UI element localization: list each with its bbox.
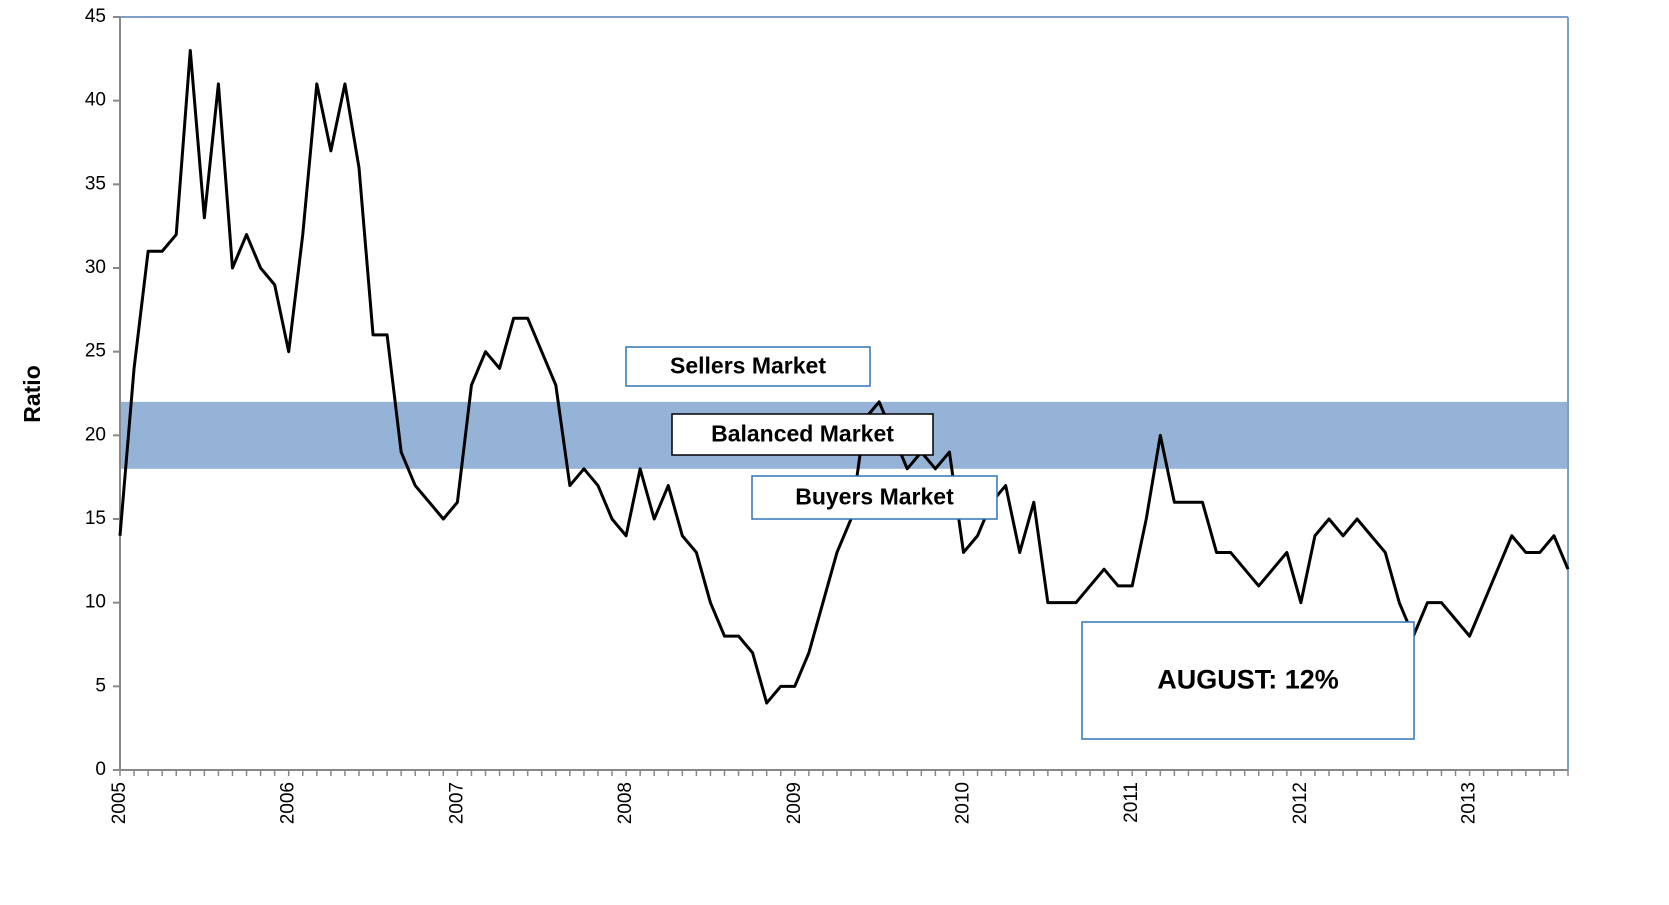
y-axis-label: Ratio [19, 365, 45, 423]
annotation: Balanced Market [711, 421, 894, 447]
x-tick-label: 2008 [615, 782, 636, 824]
y-tick-label: 5 [95, 675, 106, 696]
data-line [118, 48, 1570, 705]
annotation-box [625, 346, 871, 387]
y-tick-label: 40 [85, 90, 106, 111]
x-tick-label: 2007 [446, 782, 467, 824]
x-tick-label: 2011 [1121, 782, 1142, 823]
x-tick-label: 2012 [1290, 782, 1311, 824]
y-tick-label: 10 [85, 592, 106, 613]
annotation-box [671, 413, 934, 456]
y-tick-label: 20 [85, 424, 106, 445]
y-tick-label: 35 [85, 173, 106, 194]
annotation: AUGUST: 12% [1157, 665, 1339, 695]
x-tick-label: 2013 [1459, 782, 1480, 824]
y-tick-label: 0 [95, 759, 106, 780]
y-tick-label: 45 [85, 6, 106, 27]
x-tick-label: 2006 [278, 782, 299, 824]
x-tick-label: 2005 [109, 782, 130, 824]
x-tick-label: 2010 [953, 782, 974, 824]
annotation: Sellers Market [670, 353, 826, 379]
annotation: Buyers Market [795, 484, 954, 510]
annotation-box [1081, 621, 1415, 740]
annotation-box [751, 475, 998, 520]
y-tick-label: 15 [85, 508, 106, 529]
x-tick-label: 2009 [784, 782, 805, 824]
y-tick-label: 25 [85, 341, 106, 362]
y-tick-label: 30 [85, 257, 106, 278]
